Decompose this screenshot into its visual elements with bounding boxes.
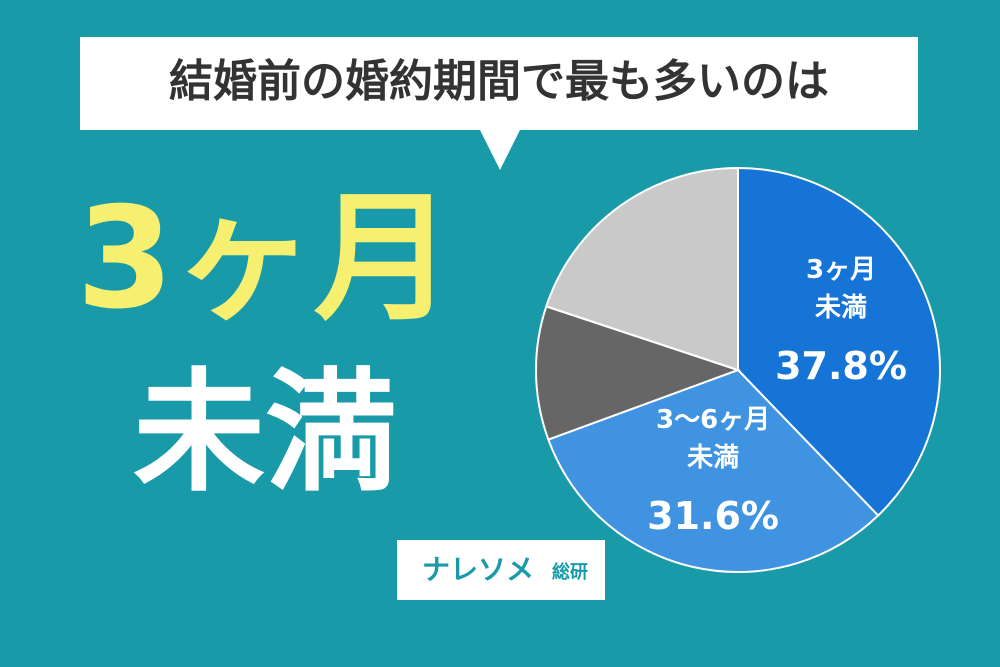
slice-label: 3ヶ月 (806, 255, 876, 285)
slice-label: 未満 (687, 443, 739, 473)
title: 結婚前の婚約期間で最も多いのは (169, 56, 829, 107)
pie-slice (535, 305, 742, 441)
logo-name: ナレソメ (422, 553, 534, 586)
headline-sub: 未満 (133, 356, 397, 510)
pie-slice (737, 166, 941, 517)
slice-value-label: 31.6% (647, 494, 779, 538)
logo-suffix: 総研 (552, 561, 588, 583)
pie-slice (547, 368, 880, 573)
pie-slice (545, 166, 739, 372)
logo-box (397, 540, 605, 600)
slice-label: 3〜6ヶ月 (656, 405, 770, 435)
slice-label: 未満 (815, 293, 867, 323)
callout (80, 37, 918, 170)
headline-main: 3ヶ月 (76, 178, 453, 341)
slice-value-label: 37.8% (775, 344, 907, 388)
